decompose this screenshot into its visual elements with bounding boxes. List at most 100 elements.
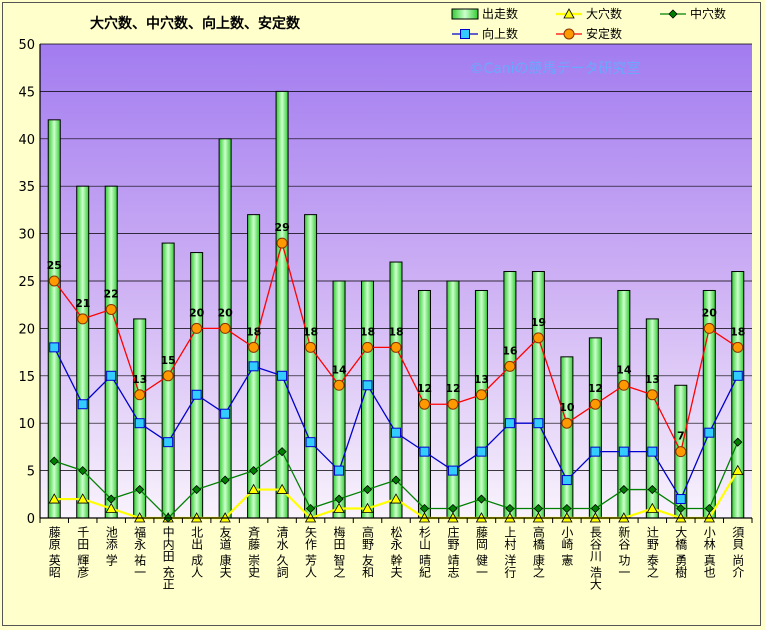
data-point	[220, 475, 230, 485]
data-point	[247, 483, 260, 494]
data-label: 20	[189, 306, 205, 319]
x-tick-label: 池添 学	[104, 526, 118, 566]
x-tick-label: 松永 幹夫	[389, 526, 403, 579]
y-tick-label: 25	[18, 275, 35, 290]
x-tick-label: 福永 祐一	[133, 525, 147, 578]
data-label: 18	[303, 325, 318, 338]
data-point	[78, 466, 88, 476]
data-label: 18	[388, 325, 403, 338]
data-point	[162, 370, 174, 382]
legend-label: 向上数	[482, 26, 518, 41]
data-point	[134, 418, 145, 429]
data-point	[460, 29, 470, 39]
x-tick-label: 新谷 功一	[617, 525, 631, 578]
data-point	[361, 502, 374, 513]
data-label: 7	[677, 430, 685, 443]
data-label: 14	[331, 363, 347, 376]
data-point	[533, 418, 544, 429]
data-label: 14	[616, 363, 632, 376]
data-point	[703, 322, 715, 334]
data-point	[105, 502, 117, 513]
data-point	[391, 427, 401, 438]
legend-label: 出走数	[482, 6, 518, 21]
data-point	[362, 484, 373, 495]
data-point	[562, 503, 572, 514]
data-point	[476, 494, 487, 504]
data-point	[334, 494, 344, 504]
data-point	[447, 465, 458, 476]
bars	[47, 90, 745, 519]
x-tick-label: 矢作 芳人	[304, 526, 318, 578]
data-point	[732, 464, 744, 476]
x-tick-label: 大橋 勇樹	[674, 526, 688, 578]
y-tick-label: 20	[18, 322, 35, 337]
data-point	[105, 303, 117, 315]
legend-swatch	[451, 8, 479, 20]
data-label: 12	[588, 382, 603, 395]
x-tick-label: 辻野 泰之	[645, 526, 659, 578]
x-tick-label: 高橋 康之	[531, 525, 545, 578]
data-point	[589, 398, 601, 410]
data-label: 20	[217, 306, 233, 319]
data-point	[504, 360, 516, 372]
y-tick-label: 5	[27, 465, 35, 480]
data-point	[733, 437, 743, 447]
data-point	[219, 322, 231, 334]
bar	[531, 271, 545, 519]
data-point	[675, 446, 687, 458]
data-point	[647, 446, 658, 457]
data-point	[475, 389, 487, 401]
data-point	[276, 237, 288, 249]
data-point	[191, 322, 203, 334]
x-tick-label: 須貝 尚介	[731, 526, 745, 578]
data-point	[448, 503, 458, 514]
y-tick-label: 40	[18, 133, 35, 148]
data-label: 18	[246, 325, 261, 338]
x-tick-label: 梅田 智之	[332, 525, 346, 578]
data-point	[704, 427, 715, 438]
data-label: 15	[161, 354, 176, 367]
data-point	[618, 446, 629, 457]
x-tick-label: 北出 成人	[190, 526, 204, 578]
bar	[190, 252, 204, 519]
data-point	[134, 389, 146, 401]
legend-label: 安定数	[586, 26, 622, 41]
data-point	[77, 493, 89, 504]
data-point	[590, 503, 600, 514]
data-point	[277, 370, 288, 381]
data-point	[49, 342, 60, 353]
y-tick-label: 10	[18, 417, 35, 432]
x-tick-label: 中内田 充正	[161, 525, 175, 590]
data-point	[563, 28, 575, 40]
data-label: 25	[47, 259, 62, 272]
x-tick-label: 小林 真也	[702, 526, 716, 578]
bar	[104, 185, 118, 519]
data-point	[305, 503, 316, 514]
data-point	[561, 475, 572, 486]
x-tick-label: 清水 久詞	[275, 526, 289, 578]
data-point	[419, 503, 430, 514]
y-tick-label: 35	[18, 180, 35, 195]
bar	[731, 271, 745, 519]
axes: 0 5 10 15 20 25 30 35 40 45 50 藤原 英昭 千田 輝彦 池添 学 福永 祐一中…	[18, 38, 753, 590]
data-point	[646, 389, 658, 401]
data-point	[333, 379, 345, 391]
y-tick-label: 30	[18, 228, 35, 243]
bar	[617, 289, 631, 519]
x-tick-label: 藤原 英昭	[47, 526, 61, 578]
data-point	[106, 494, 116, 504]
x-tick-label: 千田 輝彦	[76, 526, 90, 579]
y-tick-label: 0	[27, 512, 35, 527]
data-point	[191, 389, 202, 400]
data-point	[646, 502, 658, 513]
y-tick-label: 15	[18, 370, 35, 385]
data-point	[563, 8, 575, 19]
y-tick-label: 50	[18, 38, 35, 53]
data-point	[248, 341, 260, 353]
data-label: 12	[417, 382, 432, 395]
data-point	[704, 503, 714, 514]
data-point	[533, 503, 543, 514]
data-point	[561, 417, 573, 429]
